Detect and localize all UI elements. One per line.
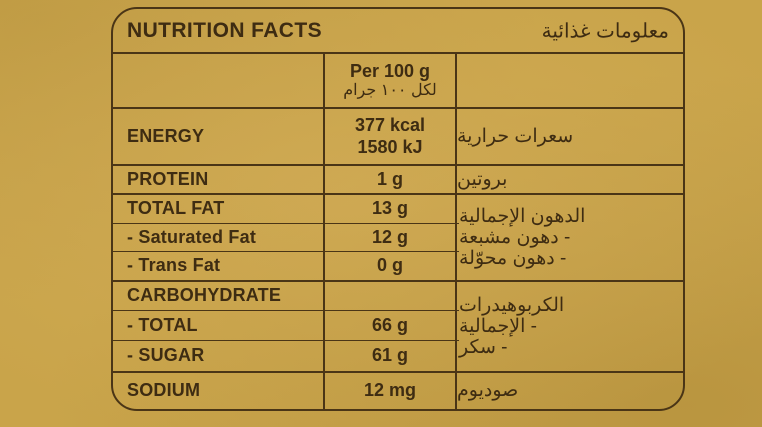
carbohydrate-label-arabic: الكربوهيدرات xyxy=(459,294,565,316)
table-row-trans-fat: - Trans Fat 0 g xyxy=(113,252,459,280)
table-row-energy: ENERGY 377 kcal 1580 kJ سعرات حرارية xyxy=(113,109,683,166)
table-row-carbohydrate: CARBOHYDRATE xyxy=(113,282,459,311)
protein-arabic-cell: بروتين xyxy=(457,166,683,193)
table-group-carbohydrate: CARBOHYDRATE - TOTAL 66 g xyxy=(113,282,683,373)
header-per-100g-arabic: لكل ١٠٠ جرام xyxy=(343,82,437,100)
sodium-label-english: SODIUM xyxy=(127,380,201,401)
table-group-fat: TOTAL FAT 13 g - Saturated Fat 12 g xyxy=(113,195,683,282)
energy-label-english: ENERGY xyxy=(127,125,205,146)
total-fat-value-cell: 13 g xyxy=(325,195,457,223)
carb-group-left: CARBOHYDRATE - TOTAL 66 g xyxy=(113,282,459,371)
energy-label-cell: ENERGY xyxy=(113,109,325,164)
sodium-label-cell: SODIUM xyxy=(113,373,325,409)
table-row-sodium: SODIUM 12 mg صوديوم xyxy=(113,373,683,409)
table-row-sugar: - SUGAR 61 g xyxy=(113,341,459,371)
table-row-protein: PROTEIN 1 g بروتين xyxy=(113,166,683,195)
fat-group-arabic-cell: الدهون الإجمالية - دهون مشبعة - دهون محو… xyxy=(459,195,683,280)
trans-fat-label-cell: - Trans Fat xyxy=(113,252,325,280)
total-fat-label-cell: TOTAL FAT xyxy=(113,195,325,223)
header-per-100g-english: Per 100 g xyxy=(349,60,431,81)
panel-header: NUTRITION FACTS معلومات غذائية xyxy=(113,9,683,54)
nutrition-facts-panel: NUTRITION FACTS معلومات غذائية Per 100 g… xyxy=(111,7,685,411)
protein-value: 1 g xyxy=(376,168,403,189)
protein-value-cell: 1 g xyxy=(325,166,457,193)
protein-label-cell: PROTEIN xyxy=(113,166,325,193)
trans-fat-label-english: - Trans Fat xyxy=(127,255,221,276)
table-row-carb-total: - TOTAL 66 g xyxy=(113,311,459,341)
carb-total-label-cell: - TOTAL xyxy=(113,311,325,340)
sodium-value: 12 mg xyxy=(363,380,417,401)
carbohydrate-value-cell xyxy=(325,282,457,310)
saturated-fat-value-cell: 12 g xyxy=(325,224,457,251)
energy-value-kcal: 377 kcal xyxy=(354,114,426,135)
total-fat-label-english: TOTAL FAT xyxy=(127,198,225,219)
sugar-label-arabic: - سكر xyxy=(459,337,508,359)
total-fat-label-arabic: الدهون الإجمالية xyxy=(459,205,586,227)
trans-fat-value: 0 g xyxy=(376,255,403,276)
sodium-value-cell: 12 mg xyxy=(325,373,457,409)
total-fat-value: 13 g xyxy=(371,198,409,219)
energy-value-kj: 1580 kJ xyxy=(357,136,423,157)
table-row-total-fat: TOTAL FAT 13 g xyxy=(113,195,459,224)
saturated-fat-label-cell: - Saturated Fat xyxy=(113,224,325,251)
carbohydrate-label-english: CARBOHYDRATE xyxy=(127,285,282,306)
panel-title-english: NUTRITION FACTS xyxy=(127,18,322,42)
energy-value-cell: 377 kcal 1580 kJ xyxy=(325,109,457,164)
table-row-saturated-fat: - Saturated Fat 12 g xyxy=(113,224,459,252)
carb-total-value: 66 g xyxy=(371,314,409,335)
sugar-label-cell: - SUGAR xyxy=(113,341,325,371)
table-header-row: Per 100 g لكل ١٠٠ جرام xyxy=(113,54,683,109)
trans-fat-value-cell: 0 g xyxy=(325,252,457,280)
panel-title-arabic: معلومات غذائية xyxy=(541,20,669,42)
carb-total-value-cell: 66 g xyxy=(325,311,457,340)
energy-label-arabic: سعرات حرارية xyxy=(457,125,574,147)
fat-group-left: TOTAL FAT 13 g - Saturated Fat 12 g xyxy=(113,195,459,280)
energy-arabic-cell: سعرات حرارية xyxy=(457,109,683,164)
header-cell-per-100g: Per 100 g لكل ١٠٠ جرام xyxy=(325,54,457,107)
saturated-fat-label-english: - Saturated Fat xyxy=(127,226,257,247)
header-cell-arabic-column xyxy=(457,54,683,107)
protein-label-english: PROTEIN xyxy=(127,168,209,189)
nutrition-table: Per 100 g لكل ١٠٠ جرام ENERGY 377 kcal 1… xyxy=(113,54,683,409)
trans-fat-label-arabic: - دهون محوّلة xyxy=(459,248,567,270)
carb-group-arabic-cell: الكربوهيدرات - الإجمالية - سكر xyxy=(459,282,683,371)
sodium-arabic-cell: صوديوم xyxy=(457,373,683,409)
protein-label-arabic: بروتين xyxy=(457,168,508,190)
sugar-label-english: - SUGAR xyxy=(127,345,205,366)
carbohydrate-label-cell: CARBOHYDRATE xyxy=(113,282,325,310)
saturated-fat-label-arabic: - دهون مشبعة xyxy=(459,226,571,248)
sugar-value: 61 g xyxy=(371,345,409,366)
sugar-value-cell: 61 g xyxy=(325,341,457,371)
sodium-label-arabic: صوديوم xyxy=(457,380,519,402)
header-cell-label-column xyxy=(113,54,325,107)
carb-total-label-arabic: - الإجمالية xyxy=(459,315,537,337)
saturated-fat-value: 12 g xyxy=(371,226,409,247)
carb-total-label-english: - TOTAL xyxy=(127,314,198,335)
